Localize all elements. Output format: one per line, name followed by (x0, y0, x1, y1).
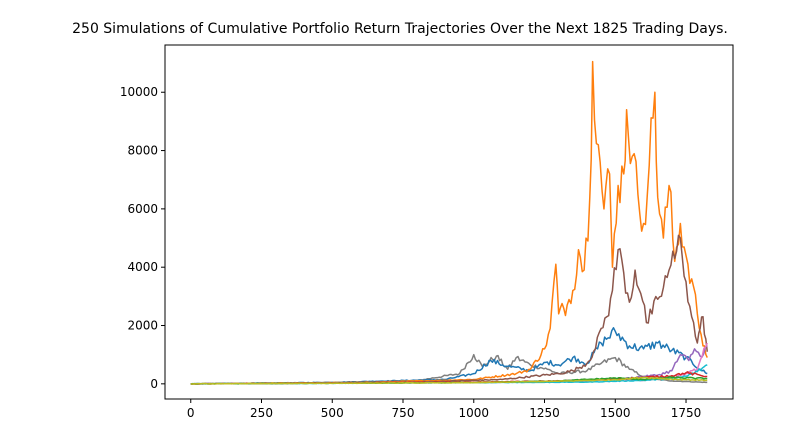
x-tick-label: 1500 (600, 406, 631, 420)
x-tick-label: 500 (321, 406, 344, 420)
x-tick-label: 0 (187, 406, 195, 420)
y-tick-label: 2000 (127, 319, 158, 333)
y-tick-label: 10000 (120, 85, 158, 99)
series-line-10 (190, 376, 708, 385)
y-tick-label: 4000 (127, 260, 158, 274)
x-tick-label: 750 (392, 406, 415, 420)
y-tick-label: 8000 (127, 144, 158, 158)
x-axis: 0 250 500 750 1000 1250 1500 1750 (187, 399, 701, 420)
chart-title: 250 Simulations of Cumulative Portfolio … (72, 21, 728, 37)
x-tick-label: 1750 (671, 406, 702, 420)
x-tick-label: 1000 (458, 406, 489, 420)
x-tick-label: 1250 (529, 406, 560, 420)
series-lines (190, 60, 708, 385)
y-tick-label: 0 (150, 377, 158, 391)
y-axis: 0 2000 4000 6000 8000 10000 (120, 85, 165, 391)
x-tick-label: 250 (250, 406, 273, 420)
y-tick-label: 6000 (127, 202, 158, 216)
plot-area (164, 44, 734, 400)
